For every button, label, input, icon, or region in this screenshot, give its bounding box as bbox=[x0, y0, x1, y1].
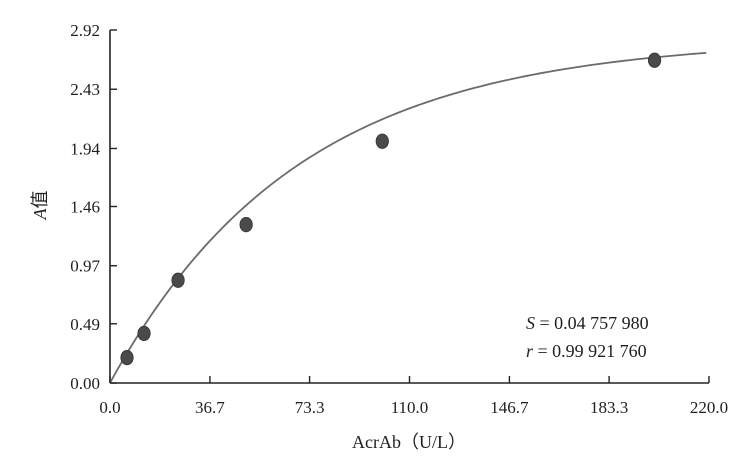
x-axis-title: AcrAb（U/L） bbox=[352, 432, 466, 452]
data-point bbox=[137, 325, 151, 342]
y-axis-tick-labels: 0.00 0.49 0.97 1.46 1.94 2.43 2.92 bbox=[70, 21, 100, 393]
data-point bbox=[171, 272, 185, 288]
x-tick-label: 110.0 bbox=[391, 398, 429, 417]
y-axis-title-symbol: A bbox=[30, 208, 50, 221]
x-axis-tick-labels: 0.0 36.7 73.3 110.0 146.7 183.3 220.0 bbox=[99, 398, 728, 417]
y-tick-label: 0.97 bbox=[70, 257, 100, 276]
r-value: = 0.99 921 760 bbox=[533, 341, 647, 361]
x-tick-label: 73.3 bbox=[295, 398, 325, 417]
y-axis-title-suffix: 值 bbox=[30, 191, 50, 209]
fit-curve bbox=[109, 51, 707, 384]
y-tick-label: 0.00 bbox=[70, 374, 100, 393]
y-tick-label: 2.92 bbox=[70, 21, 100, 40]
y-axis-title: A值 bbox=[30, 191, 50, 221]
r-symbol: r bbox=[526, 341, 534, 361]
s-symbol: S bbox=[526, 313, 535, 333]
r-annotation: r = 0.99 921 760 bbox=[526, 341, 647, 361]
data-points bbox=[120, 52, 662, 366]
x-tick-label: 146.7 bbox=[490, 398, 529, 417]
x-tick-label: 220.0 bbox=[690, 398, 728, 417]
data-point bbox=[647, 52, 662, 68]
data-point bbox=[120, 350, 134, 366]
tick-marks bbox=[109, 29, 710, 384]
data-point bbox=[239, 217, 253, 233]
s-value: = 0.04 757 980 bbox=[535, 313, 649, 333]
x-tick-label: 183.3 bbox=[590, 398, 628, 417]
y-tick-label: 2.43 bbox=[70, 80, 100, 99]
s-annotation: S = 0.04 757 980 bbox=[526, 313, 649, 333]
y-tick-label: 1.94 bbox=[70, 139, 100, 158]
x-tick-label: 36.7 bbox=[195, 398, 225, 417]
y-tick-label: 0.49 bbox=[70, 315, 100, 334]
data-point bbox=[375, 133, 389, 149]
y-tick-label: 1.46 bbox=[70, 198, 100, 217]
x-tick-label: 0.0 bbox=[99, 398, 120, 417]
